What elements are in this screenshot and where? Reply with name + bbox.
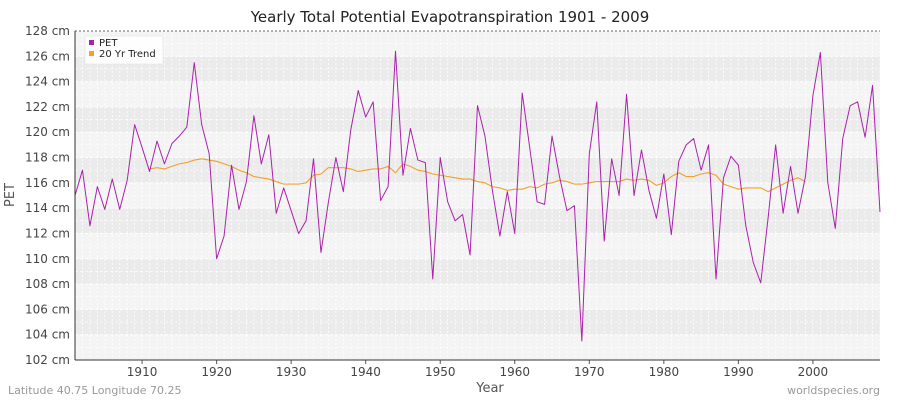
- legend-label-pet: PET: [99, 38, 118, 49]
- y-tick-label: 124 cm: [25, 75, 70, 89]
- legend-box: [84, 35, 164, 65]
- y-tick-label: 102 cm: [25, 353, 70, 367]
- y-tick-label: 110 cm: [25, 252, 70, 266]
- axes: [74, 31, 880, 361]
- x-tick-label: 1980: [649, 365, 680, 379]
- footer-coordinates: Latitude 40.75 Longitude 70.25: [8, 384, 181, 397]
- y-tick-label: 126 cm: [25, 49, 70, 63]
- y-tick-label: 120 cm: [25, 125, 70, 139]
- y-axis-ticks: 102 cm 104 cm 106 cm 108 cm 110 cm 112 cm 114 …: [25, 24, 70, 367]
- series-line-trend: [149, 158, 806, 193]
- x-tick-label: 1960: [499, 365, 530, 379]
- grid: [74, 30, 881, 361]
- y-tick-label: 116 cm: [25, 176, 70, 190]
- x-tick-label: 1910: [127, 365, 158, 379]
- x-tick-label: 1950: [425, 365, 456, 379]
- y-tick-label: 112 cm: [25, 226, 70, 240]
- x-tick-label: 1940: [350, 365, 381, 379]
- series-line-pet: [74, 50, 881, 342]
- legend-swatch-pet: [89, 40, 94, 45]
- x-tick-label: 2000: [798, 365, 829, 379]
- y-axis-label: PET: [3, 183, 18, 207]
- footer-source: worldspecies.org: [787, 384, 880, 397]
- y-tick-label: 114 cm: [25, 201, 70, 215]
- y-tick-label: 104 cm: [25, 328, 70, 342]
- chart-title: Yearly Total Potential Evapotranspiratio…: [250, 8, 650, 26]
- legend: PET 20 Yr Trend: [84, 35, 164, 65]
- legend-label-trend: 20 Yr Trend: [99, 49, 156, 60]
- y-tick-label: 128 cm: [25, 24, 70, 38]
- x-tick-label: 1990: [723, 365, 754, 379]
- x-axis-ticks: 1910 1920 1930 1940 1950 1960 1970 1980 1990 2000: [127, 360, 828, 379]
- x-tick-label: 1970: [574, 365, 605, 379]
- y-tick-label: 108 cm: [25, 277, 70, 291]
- y-tick-label: 118 cm: [25, 151, 70, 165]
- y-tick-label: 106 cm: [25, 302, 70, 316]
- series-lines: [74, 50, 881, 342]
- x-axis-label: Year: [475, 381, 504, 396]
- y-tick-label: 122 cm: [25, 100, 70, 114]
- legend-swatch-trend: [89, 51, 94, 56]
- x-tick-label: 1930: [276, 365, 307, 379]
- x-tick-label: 1920: [201, 365, 232, 379]
